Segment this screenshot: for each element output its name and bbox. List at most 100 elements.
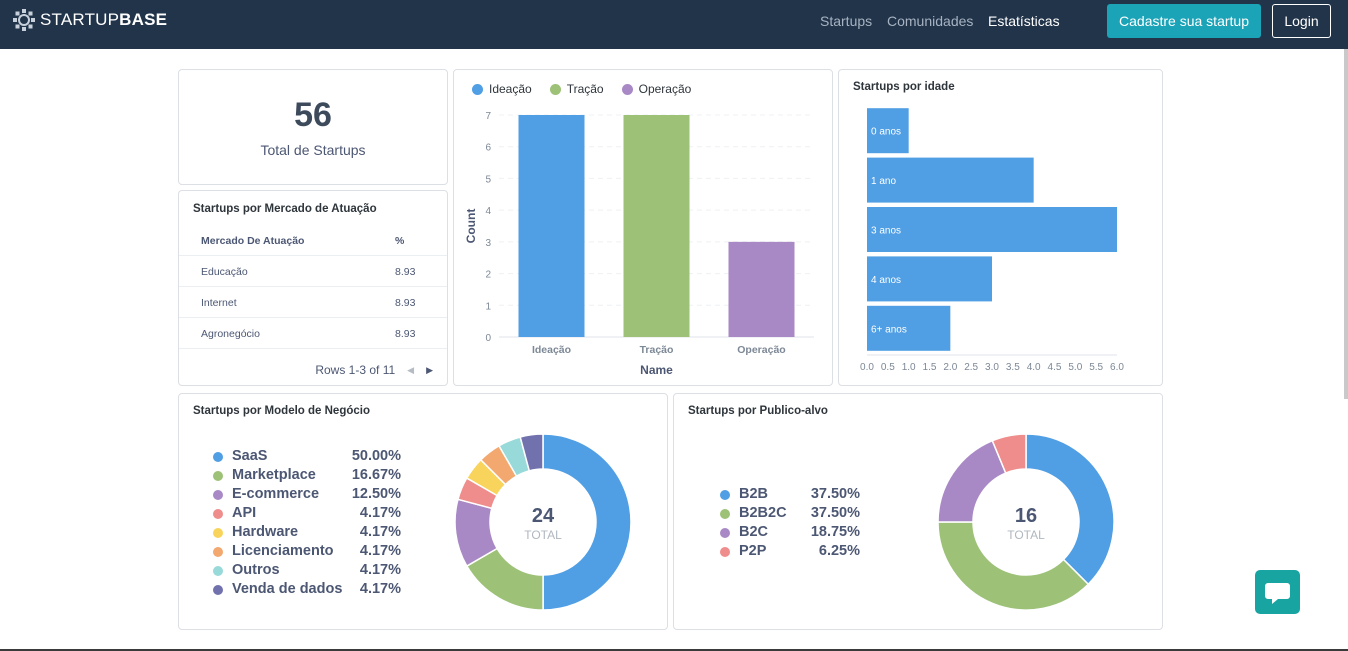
- x-tick-label: 6.0: [1110, 362, 1124, 373]
- legend-label: E-commerce: [232, 486, 320, 502]
- legend-item[interactable]: Hardware 4.17%: [213, 524, 401, 543]
- x-tick-label: 4.5: [1048, 362, 1062, 373]
- stage-chart-legend: Ideação Tração Operação: [472, 82, 691, 96]
- audience-legend: B2B 37.50% B2B2C 37.50% B2C 18.75% P2P 6.25%: [720, 486, 860, 562]
- bar-age: [867, 157, 1034, 203]
- table-cell-market: Internet: [201, 297, 237, 309]
- bar-label: 1 ano: [871, 176, 896, 187]
- nav-link-comunidades[interactable]: Comunidades: [887, 13, 974, 29]
- bar-label: 3 anos: [871, 226, 901, 237]
- legend-item[interactable]: B2C 18.75%: [720, 524, 860, 543]
- y-axis-label: Count: [464, 209, 478, 244]
- nav-link-estatisticas[interactable]: Estatísticas: [988, 13, 1060, 29]
- legend-percent: 37.50%: [810, 486, 860, 502]
- legend-label: API: [232, 505, 257, 521]
- prev-page-icon[interactable]: ◀: [407, 364, 415, 375]
- chat-button[interactable]: [1255, 570, 1300, 614]
- x-tick-label: 2.5: [964, 362, 978, 373]
- y-tick-label: 1: [485, 301, 491, 312]
- legend-dot: [213, 490, 223, 500]
- legend-percent: 4.17%: [359, 562, 401, 578]
- stage-bar-chart: 0 1 2 3 4 5 6 7 Ideação Tração Operação Name Count: [464, 111, 814, 377]
- legend-percent: 6.25%: [818, 543, 860, 559]
- slice-venda-de-dados: [519, 433, 544, 472]
- legend-dot: [549, 83, 561, 95]
- startupbase-logo[interactable]: STARTUP BASE: [12, 8, 167, 32]
- register-startup-button[interactable]: Cadastre sua startup: [1107, 4, 1261, 38]
- column-header-market[interactable]: Mercado De Atuação: [201, 235, 305, 247]
- legend-dot: [213, 566, 223, 576]
- legend-percent: 50.00%: [351, 448, 401, 464]
- market-table-title: Startups por Mercado de Atuação: [193, 203, 377, 215]
- legend-item[interactable]: Marketplace 16.67%: [213, 467, 401, 486]
- total-startups-card: 56 Total de Startups: [178, 69, 448, 185]
- legend-label: Hardware: [232, 524, 299, 540]
- y-tick-label: 5: [485, 174, 491, 185]
- legend-label: SaaS: [232, 448, 268, 464]
- legend-item[interactable]: P2P 6.25%: [720, 543, 860, 562]
- legend-item[interactable]: Outros 4.17%: [213, 562, 401, 581]
- audience-title: Startups por Publico-alvo: [688, 405, 828, 417]
- legend-percent: 4.17%: [359, 581, 401, 597]
- legend-dot: [213, 528, 223, 538]
- bottom-divider: [0, 649, 1348, 651]
- legend-item[interactable]: API 4.17%: [213, 505, 401, 524]
- bar-age: [867, 305, 951, 351]
- legend-item[interactable]: Licenciamento 4.17%: [213, 543, 401, 562]
- logo-text-bold: BASE: [119, 10, 168, 29]
- column-header-percent[interactable]: %: [395, 235, 405, 247]
- next-page-icon[interactable]: ▶: [426, 364, 433, 375]
- legend-item-tracao[interactable]: Tração: [549, 82, 604, 96]
- y-tick-label: 6: [485, 143, 491, 154]
- donut-total-label: TOTAL: [1007, 528, 1045, 542]
- legend-percent: 4.17%: [359, 505, 401, 521]
- legend-percent: 4.17%: [359, 543, 401, 559]
- table-cell-percent: 8.93: [395, 328, 416, 340]
- legend-dot: [720, 528, 730, 538]
- pager-label: Rows 1-3 of 11: [315, 363, 396, 377]
- legend-dot: [213, 471, 223, 481]
- legend-item-ideacao[interactable]: Ideação: [472, 82, 532, 96]
- bar-age: [867, 108, 909, 154]
- table-pager: Rows 1-3 of 11 ◀ ▶: [315, 363, 433, 377]
- legend-item[interactable]: B2B2C 37.50%: [720, 505, 860, 524]
- x-tick-label: 1.5: [923, 362, 937, 373]
- x-tick-label: 3.0: [985, 362, 999, 373]
- bar-operação: [728, 241, 795, 337]
- legend-label: B2B: [739, 486, 769, 502]
- legend-item[interactable]: E-commerce 12.50%: [213, 486, 401, 505]
- legend-dot: [213, 452, 223, 462]
- table-row: Agronegócio 8.93: [179, 318, 447, 349]
- business-model-title: Startups por Modelo de Negócio: [193, 405, 370, 417]
- x-tick-label: 4.0: [1027, 362, 1041, 373]
- donut-total-label: TOTAL: [524, 528, 562, 542]
- x-tick-label: 5.5: [1089, 362, 1103, 373]
- y-tick-label: 2: [485, 270, 491, 281]
- business-model-card: Startups por Modelo de Negócio SaaS 50.00…: [178, 393, 668, 630]
- legend-item[interactable]: B2B 37.50%: [720, 486, 860, 505]
- audience-donut: [937, 433, 1115, 611]
- x-tick-label: 1.0: [902, 362, 916, 373]
- bar-tração: [623, 115, 690, 337]
- bar-age: [867, 207, 1117, 252]
- legend-item-operacao[interactable]: Operação: [621, 82, 692, 96]
- x-tick-label: Operação: [737, 344, 785, 356]
- login-button[interactable]: Login: [1272, 4, 1331, 38]
- legend-label: Venda de dados: [232, 581, 343, 597]
- legend-percent: 12.50%: [351, 486, 401, 502]
- y-tick-label: 0: [485, 333, 491, 344]
- slice-b2b2c: [937, 521, 1090, 611]
- nav-link-startups[interactable]: Startups: [820, 13, 873, 29]
- stage-chart-card: Ideação Tração Operação 0 1 2 3 4 5 6 7 Ideação T…: [453, 69, 833, 386]
- chat-bubble-icon: [1265, 583, 1290, 604]
- table-row: Educação 8.93: [179, 256, 447, 287]
- total-startups-value: 56: [294, 96, 332, 134]
- legend-item[interactable]: Venda de dados 4.17%: [213, 581, 401, 600]
- y-tick-label: 7: [485, 111, 491, 122]
- page-scrollbar[interactable]: [1344, 49, 1348, 399]
- legend-item[interactable]: SaaS 50.00%: [213, 448, 401, 467]
- legend-label: Operação: [638, 82, 692, 96]
- x-tick-label: 2.0: [943, 362, 957, 373]
- legend-label: Ideação: [489, 82, 532, 96]
- legend-percent: 18.75%: [810, 524, 860, 540]
